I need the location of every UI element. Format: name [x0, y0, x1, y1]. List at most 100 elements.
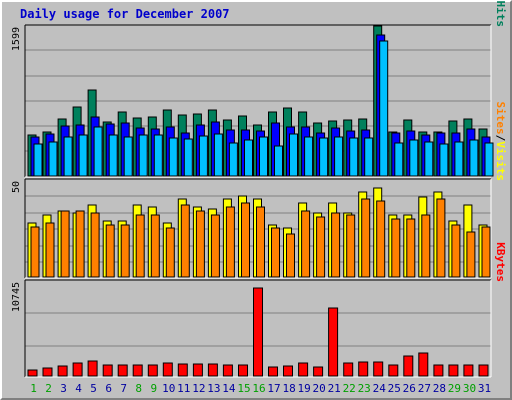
- bar-sites-day-6: [105, 224, 115, 278]
- x-tick-label-day-2: 2: [45, 382, 52, 395]
- bar-pages-day-15: [244, 139, 253, 177]
- bar-kbytes-day-5: [87, 360, 98, 377]
- bar-sites-day-30: [466, 231, 476, 278]
- bar-kbytes-day-9: [147, 364, 158, 377]
- bar-sites-day-8: [135, 214, 145, 278]
- bar-sites-day-14: [225, 206, 235, 278]
- bar-sites-day-7: [120, 224, 130, 278]
- legend-visits: Visits: [494, 141, 507, 181]
- bar-sites-day-27: [421, 214, 431, 278]
- bar-sites-day-3: [60, 210, 70, 278]
- bar-pages-day-31: [484, 142, 494, 177]
- bar-kbytes-day-22: [343, 362, 354, 377]
- bar-pages-day-28: [439, 143, 449, 177]
- bar-sites-day-17: [271, 227, 280, 278]
- x-tick-label-day-28: 28: [433, 382, 446, 395]
- legend-kbytes: KBytes: [494, 242, 507, 282]
- bar-kbytes-day-27: [418, 352, 429, 377]
- bar-kbytes-day-4: [72, 362, 83, 377]
- bar-kbytes-day-17: [268, 366, 278, 377]
- bar-kbytes-day-15: [238, 364, 248, 377]
- x-tick-label-day-31: 31: [478, 382, 491, 395]
- x-tick-label-day-25: 25: [388, 382, 401, 395]
- x-tick-label-day-21: 21: [328, 382, 341, 395]
- x-tick-label-day-23: 23: [358, 382, 371, 395]
- bar-sites-day-4: [75, 210, 85, 278]
- bar-pages-day-7: [123, 136, 133, 177]
- x-tick-label-day-4: 4: [75, 382, 82, 395]
- y-max-label-1: 1599: [11, 27, 22, 51]
- legend-2: Sites/Visits: [494, 102, 507, 182]
- legend-separator: /: [494, 0, 507, 1]
- x-tick-label-day-5: 5: [90, 382, 97, 395]
- bar-kbytes-day-16: [253, 287, 263, 377]
- bar-sites-day-25: [391, 218, 401, 278]
- bar-pages-day-3: [63, 136, 73, 177]
- bar-pages-day-24: [379, 40, 389, 177]
- x-tick-label-day-9: 9: [150, 382, 157, 395]
- bar-pages-day-10: [168, 137, 178, 177]
- x-tick-label-day-15: 15: [237, 382, 250, 395]
- legend-sites: Sites: [494, 102, 507, 135]
- bar-kbytes-day-30: [463, 364, 474, 377]
- bar-sites-day-24: [376, 200, 386, 278]
- bar-sites-day-31: [481, 226, 491, 278]
- bar-sites-day-23: [361, 198, 371, 278]
- bar-pages-day-22: [349, 137, 359, 177]
- x-tick-label-day-18: 18: [282, 382, 295, 395]
- bar-sites-day-22: [346, 214, 356, 278]
- x-tick-label-day-16: 16: [252, 382, 265, 395]
- chart-title: Daily usage for December 2007: [20, 7, 230, 21]
- bar-sites-day-2: [45, 222, 55, 278]
- bar-pages-day-19: [304, 136, 314, 177]
- x-tick-label-day-22: 22: [343, 382, 356, 395]
- bar-pages-day-1: [33, 143, 43, 177]
- bar-sites-day-12: [195, 210, 205, 278]
- bar-pages-day-26: [409, 139, 419, 177]
- x-tick-label-day-7: 7: [120, 382, 127, 395]
- x-tick-label-day-11: 11: [177, 382, 190, 395]
- x-tick-label-day-30: 30: [463, 382, 476, 395]
- bar-kbytes-day-25: [388, 364, 399, 377]
- x-tick-label-day-24: 24: [373, 382, 387, 395]
- y-max-label-3: 10745: [11, 282, 22, 312]
- x-tick-label-day-19: 19: [297, 382, 310, 395]
- x-tick-label-day-10: 10: [162, 382, 175, 395]
- bar-sites-day-15: [241, 202, 250, 278]
- bar-kbytes-day-23: [358, 361, 369, 377]
- bar-pages-day-27: [424, 141, 434, 177]
- bar-sites-day-1: [30, 226, 40, 278]
- y-max-label-2: 50: [11, 181, 22, 193]
- bar-sites-day-19: [301, 210, 311, 278]
- bar-kbytes-day-24: [373, 361, 384, 377]
- bar-pages-day-14: [228, 142, 238, 177]
- bar-pages-day-20: [319, 137, 329, 177]
- x-tick-label-day-3: 3: [60, 382, 67, 395]
- bar-pages-day-6: [108, 134, 118, 177]
- bar-kbytes-day-2: [42, 367, 53, 377]
- bar-pages-day-5: [93, 126, 103, 177]
- bar-kbytes-day-13: [207, 363, 218, 377]
- bar-pages-day-13: [213, 133, 223, 177]
- bar-sites-day-16: [256, 206, 265, 278]
- legend-separator: /: [494, 135, 507, 142]
- bar-sites-day-20: [316, 216, 326, 278]
- bar-kbytes-day-20: [313, 366, 324, 377]
- bar-pages-day-17: [274, 145, 283, 177]
- x-tick-label-day-12: 12: [192, 382, 205, 395]
- bar-kbytes-day-18: [283, 365, 293, 377]
- bar-sites-day-9: [150, 214, 160, 278]
- x-tick-label-day-13: 13: [207, 382, 220, 395]
- bar-pages-day-30: [469, 139, 479, 177]
- bar-pages-day-2: [48, 141, 58, 177]
- x-tick-label-day-1: 1: [30, 382, 37, 395]
- x-tick-label-day-27: 27: [418, 382, 431, 395]
- x-tick-label-day-26: 26: [403, 382, 416, 395]
- bar-kbytes-day-21: [328, 307, 339, 377]
- bar-sites-day-28: [436, 198, 446, 278]
- x-tick-label-day-8: 8: [135, 382, 142, 395]
- bar-pages-day-29: [454, 141, 464, 177]
- bar-kbytes-day-7: [117, 364, 128, 377]
- bar-kbytes-day-29: [448, 364, 459, 377]
